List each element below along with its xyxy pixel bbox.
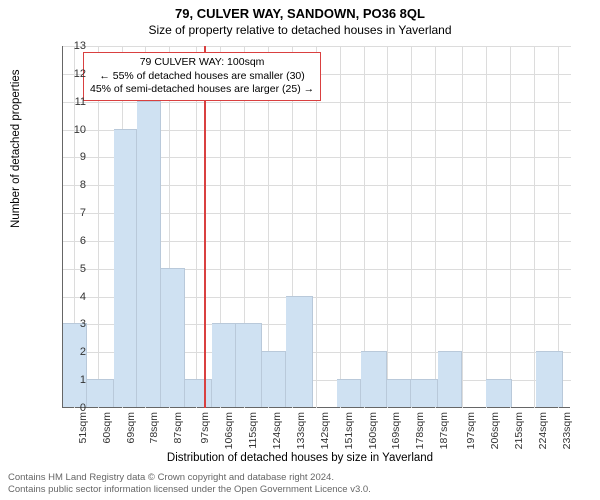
vgrid-line <box>387 46 388 408</box>
x-tick-label: 169sqm <box>390 412 402 449</box>
x-tick-label: 106sqm <box>223 412 235 449</box>
histogram-bar <box>87 379 114 407</box>
y-tick-label: 8 <box>46 179 86 191</box>
x-tick-label: 206sqm <box>489 412 501 449</box>
histogram-bar <box>185 379 212 407</box>
x-tick-label: 151sqm <box>343 412 355 449</box>
plot-region: 79 CULVER WAY: 100sqm← 55% of detached h… <box>62 46 570 408</box>
y-tick-label: 9 <box>46 151 86 163</box>
y-tick-label: 5 <box>46 263 86 275</box>
histogram-bar <box>137 101 161 407</box>
histogram-bar <box>262 351 286 407</box>
footer-line-1: Contains HM Land Registry data © Crown c… <box>8 472 371 484</box>
x-tick-label: 133sqm <box>295 412 307 449</box>
histogram-bar <box>63 323 87 407</box>
x-axis-label: Distribution of detached houses by size … <box>0 452 600 464</box>
y-tick-label: 11 <box>46 96 86 108</box>
x-tick-label: 178sqm <box>414 412 426 449</box>
vgrid-line <box>435 46 436 408</box>
chart-title-sub: Size of property relative to detached ho… <box>0 21 600 37</box>
histogram-bar <box>411 379 438 407</box>
x-tick-label: 60sqm <box>101 412 113 444</box>
vgrid-line <box>411 46 412 408</box>
histogram-bar <box>536 351 563 407</box>
footer-line-2: Contains public sector information licen… <box>8 484 371 496</box>
x-tick-label: 215sqm <box>513 412 525 449</box>
x-tick-label: 97sqm <box>199 412 211 444</box>
callout-line-2: ← 55% of detached houses are smaller (30… <box>90 70 314 84</box>
x-tick-label: 51sqm <box>77 412 89 444</box>
callout-line-3: 45% of semi-detached houses are larger (… <box>90 83 314 97</box>
callout-box: 79 CULVER WAY: 100sqm← 55% of detached h… <box>83 52 321 101</box>
x-tick-label: 115sqm <box>247 412 259 449</box>
histogram-bar <box>361 351 388 407</box>
hgrid-line <box>63 46 571 47</box>
histogram-bar <box>438 351 462 407</box>
x-tick-label: 124sqm <box>271 412 283 449</box>
y-tick-label: 7 <box>46 207 86 219</box>
x-tick-label: 69sqm <box>125 412 137 444</box>
x-tick-label: 87sqm <box>172 412 184 444</box>
y-tick-label: 6 <box>46 235 86 247</box>
x-tick-label: 197sqm <box>465 412 477 449</box>
y-tick-label: 4 <box>46 291 86 303</box>
vgrid-line <box>486 46 487 408</box>
x-tick-label: 142sqm <box>319 412 331 449</box>
x-tick-label: 160sqm <box>367 412 379 449</box>
y-tick-label: 3 <box>46 318 86 330</box>
vgrid-line <box>340 46 341 408</box>
histogram-bar <box>387 379 411 407</box>
x-tick-label: 233sqm <box>561 412 573 449</box>
histogram-bar <box>212 323 236 407</box>
vgrid-line <box>534 46 535 408</box>
callout-line-1: 79 CULVER WAY: 100sqm <box>90 56 314 70</box>
vgrid-line <box>510 46 511 408</box>
chart-area: 79 CULVER WAY: 100sqm← 55% of detached h… <box>62 46 570 408</box>
histogram-bar <box>161 268 185 407</box>
y-tick-label: 1 <box>46 374 86 386</box>
y-tick-label: 10 <box>46 124 86 136</box>
vgrid-line <box>462 46 463 408</box>
y-tick-label: 12 <box>46 68 86 80</box>
y-tick-label: 13 <box>46 40 86 52</box>
chart-title-main: 79, CULVER WAY, SANDOWN, PO36 8QL <box>0 0 600 21</box>
histogram-bar <box>114 129 138 407</box>
chart-container: 79, CULVER WAY, SANDOWN, PO36 8QL Size o… <box>0 0 600 500</box>
x-tick-label: 224sqm <box>537 412 549 449</box>
y-tick-label: 2 <box>46 346 86 358</box>
histogram-bar <box>337 379 361 407</box>
histogram-bar <box>286 296 313 407</box>
histogram-bar <box>236 323 263 407</box>
histogram-bar <box>486 379 513 407</box>
x-tick-label: 187sqm <box>438 412 450 449</box>
footer-attribution: Contains HM Land Registry data © Crown c… <box>8 472 371 496</box>
x-tick-label: 78sqm <box>148 412 160 444</box>
y-axis-label: Number of detached properties <box>10 69 22 228</box>
